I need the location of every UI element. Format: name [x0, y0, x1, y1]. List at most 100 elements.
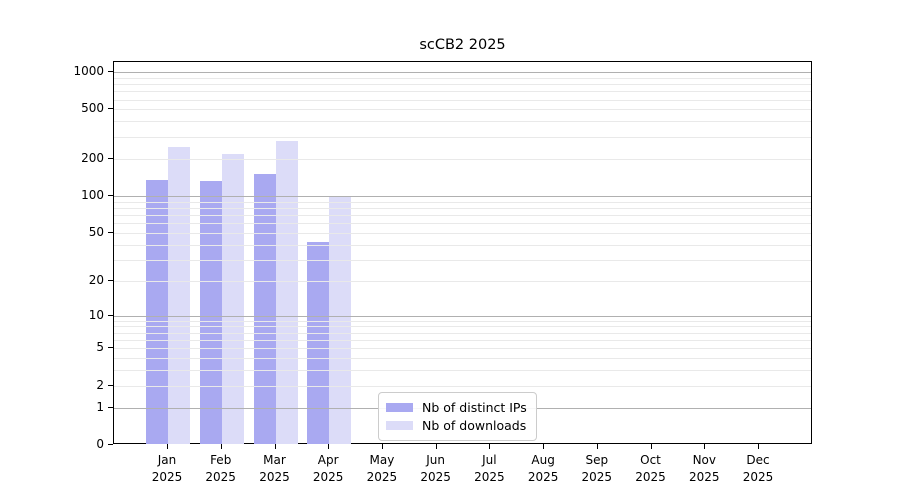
y-tick-label-50: 50 [88, 224, 104, 239]
gridline-minor-900 [114, 77, 811, 79]
gridline-minor-5 [114, 348, 811, 350]
y-tick-0 [108, 444, 113, 445]
bar-downloads-feb [221, 153, 244, 444]
x-tick-year: 2025 [205, 469, 236, 484]
x-tick-year: 2025 [151, 469, 183, 484]
bar-downloads-apr [329, 195, 352, 444]
gridline-minor-400 [114, 121, 811, 123]
y-tick-label-10: 10 [88, 307, 104, 322]
y-tick-1 [108, 406, 113, 408]
x-tick-label-oct: Oct 2025 [624, 452, 678, 485]
bar-distinct-ips-jan [146, 179, 168, 444]
x-tick-month: Oct [640, 453, 661, 467]
y-tick-2 [108, 384, 113, 386]
gridline-minor-80 [114, 207, 811, 209]
x-tick-nov [704, 444, 706, 449]
legend: Nb of distinct IPs Nb of downloads [378, 392, 537, 441]
x-tick-year: 2025 [366, 469, 398, 484]
gridline-minor-20 [114, 280, 811, 282]
x-tick-month: Aug [531, 453, 555, 467]
y-tick-label-0: 0 [96, 437, 104, 451]
gridline-major-10 [114, 315, 811, 317]
x-tick-sep [596, 444, 598, 449]
legend-item-downloads: Nb of downloads [386, 416, 527, 434]
x-tick-label-mar: Mar 2025 [248, 452, 302, 485]
gridline-minor-50 [114, 232, 811, 234]
x-tick-label-sep: Sep 2025 [570, 452, 624, 485]
gridline-minor-7 [114, 332, 811, 334]
gridline-minor-8 [114, 326, 811, 328]
gridline-minor-200 [114, 158, 811, 160]
chart-title: scCB2 2025 [419, 37, 506, 53]
x-tick-oct [650, 444, 652, 449]
y-tick-label-1: 1 [96, 399, 104, 414]
x-tick-year: 2025 [420, 469, 451, 484]
legend-swatch-icon [386, 402, 413, 412]
x-tick-month: Apr [317, 453, 339, 467]
bar-distinct-ips-mar [253, 173, 276, 444]
gridline-minor-40 [114, 244, 811, 246]
plot-area [113, 61, 812, 444]
x-tick-year: 2025 [259, 469, 290, 484]
x-tick-label-may: May 2025 [355, 452, 409, 485]
y-tick-20 [108, 279, 113, 281]
x-tick-apr [328, 444, 330, 449]
x-tick-month: May [369, 453, 395, 467]
y-tick-label-5: 5 [96, 340, 104, 355]
x-tick-year: 2025 [581, 469, 613, 484]
y-tick-label-100: 100 [81, 187, 104, 202]
x-tick-label-dec: Dec 2025 [731, 452, 785, 485]
bar-distinct-ips-feb [199, 181, 222, 444]
x-tick-label-jun: Jun 2025 [409, 452, 463, 485]
x-tick-year: 2025 [742, 469, 774, 484]
x-tick-jul [489, 444, 491, 449]
gridline-minor-60 [114, 223, 811, 225]
y-tick-5 [108, 347, 113, 349]
x-tick-label-feb: Feb 2025 [194, 452, 248, 485]
x-tick-label-nov: Nov 2025 [677, 452, 731, 485]
gridline-minor-6 [114, 339, 811, 341]
gridline-minor-90 [114, 201, 811, 203]
x-tick-month: Mar [263, 453, 286, 467]
y-tick-1000 [108, 71, 113, 72]
gridline-minor-600 [114, 99, 811, 101]
x-tick-month: Sep [585, 453, 609, 467]
x-tick-mar [274, 444, 276, 449]
x-tick-jan [167, 444, 168, 449]
gridline-major-1000 [114, 72, 811, 73]
gridline-minor-800 [114, 84, 811, 85]
x-tick-month: Nov [692, 453, 716, 467]
x-tick-year: 2025 [689, 469, 720, 484]
gridline-minor-3 [114, 370, 811, 372]
x-tick-year: 2025 [474, 469, 505, 484]
legend-label: Nb of downloads [422, 417, 527, 433]
gridline-minor-300 [114, 136, 811, 138]
x-tick-year: 2025 [635, 469, 666, 484]
x-tick-year: 2025 [312, 469, 344, 484]
bar-downloads-jan [168, 146, 190, 444]
x-tick-label-apr: Apr 2025 [301, 452, 355, 485]
x-tick-label-aug: Aug 2025 [516, 452, 570, 485]
y-tick-label-500: 500 [81, 101, 104, 116]
legend-item-distinct-ips: Nb of distinct IPs [386, 398, 527, 416]
y-tick-50 [108, 231, 113, 233]
gridline-minor-9 [114, 320, 811, 322]
y-tick-200 [108, 157, 113, 159]
bar-downloads-mar [275, 140, 298, 444]
gridline-minor-70 [114, 214, 811, 216]
x-tick-may [381, 444, 383, 449]
x-tick-month: Jun [426, 453, 445, 467]
y-tick-label-2: 2 [96, 377, 104, 392]
gridline-minor-2 [114, 385, 811, 387]
x-tick-aug [543, 444, 545, 449]
gridline-minor-500 [114, 109, 811, 111]
y-tick-100 [108, 194, 113, 196]
x-tick-year: 2025 [527, 469, 559, 484]
gridline-minor-4 [114, 358, 811, 360]
legend-swatch-icon [386, 420, 413, 430]
gridline-major-100 [114, 195, 811, 197]
x-tick-label-jul: Jul 2025 [462, 452, 516, 485]
x-tick-month: Jan [157, 453, 177, 467]
x-tick-month: Jul [482, 453, 497, 467]
